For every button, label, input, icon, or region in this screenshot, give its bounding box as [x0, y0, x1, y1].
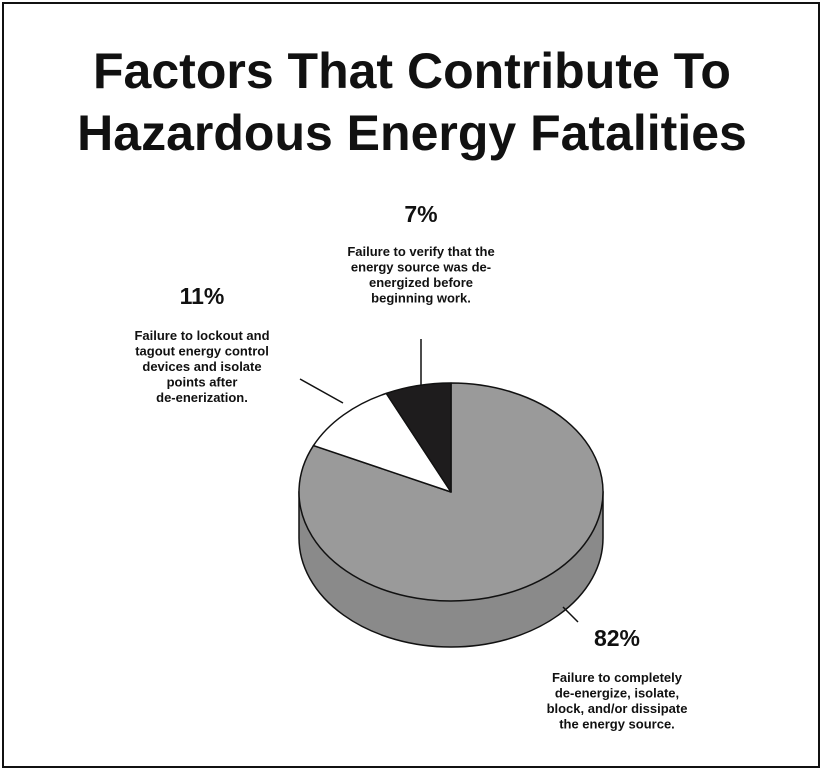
leader-line-2 — [299, 378, 344, 404]
slice-description-line: Failure to verify that the — [347, 244, 494, 259]
chart-title: Factors That Contribute To Hazardous Ene… — [0, 40, 824, 164]
slice-description-line: the energy source. — [559, 717, 675, 732]
pie-slice-2 — [312, 392, 452, 493]
slice-description-2: Failure to lockout and tagout energy cont… — [134, 328, 269, 405]
leader-lines — [299, 339, 579, 623]
leader-line-1 — [562, 606, 579, 623]
slice-description-line: de-energize, isolate, — [555, 686, 679, 701]
slice-description-line: energized before — [369, 275, 473, 290]
slice-percent-label-1: 82% — [594, 625, 640, 651]
slice-percent-label-2: 11% — [180, 283, 225, 309]
title-line-1: Factors That Contribute To — [93, 43, 731, 99]
slice-description-line: Failure to completely — [552, 670, 683, 685]
pie-slice-3 — [385, 382, 452, 493]
pie-slices — [298, 382, 604, 648]
slice-description-line: de-enerization. — [156, 390, 248, 405]
slice-description-line: block, and/or dissipate — [547, 701, 688, 716]
slice-description-line: devices and isolate — [142, 359, 261, 374]
slice-description-line: energy source was de- — [351, 260, 491, 275]
slice-percent-label-3: 7% — [404, 201, 437, 227]
slice-description-line: Failure to lockout and — [134, 328, 269, 343]
slice-description-1: Failure to completely de-energize, isolat… — [547, 670, 688, 732]
title-line-2: Hazardous Energy Fatalities — [77, 105, 747, 161]
slice-description-3: Failure to verify that the energy source … — [347, 244, 494, 306]
slice-description-line: beginning work. — [371, 291, 471, 306]
pie-labels: 82% Failure to completely de-energize, iso… — [134, 201, 687, 732]
slice-description-line: points after — [167, 375, 238, 390]
slice-description-line: tagout energy control — [135, 344, 269, 359]
